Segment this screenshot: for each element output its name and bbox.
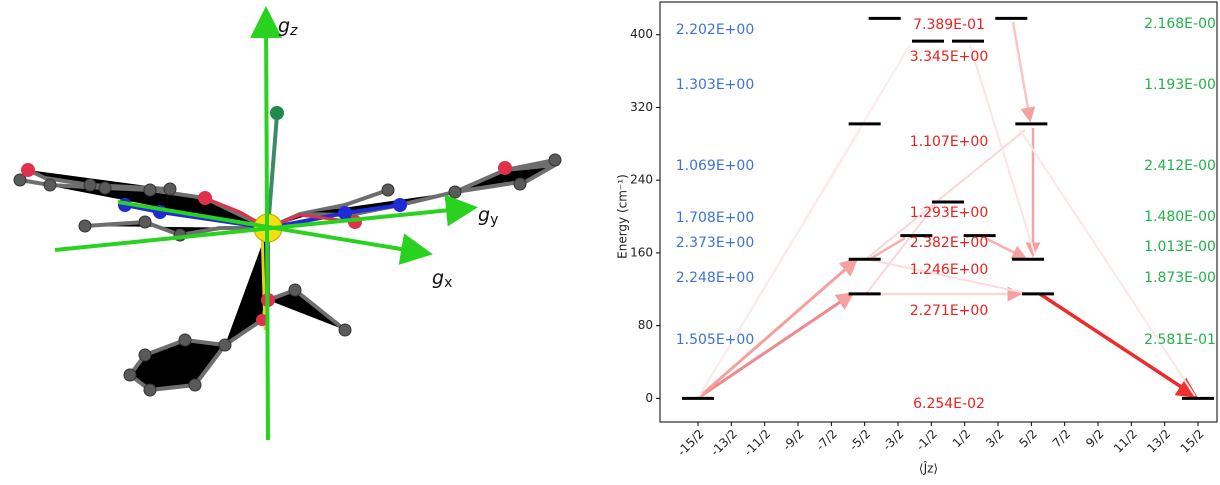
g-axes: [55, 14, 470, 440]
x-tick-label: 7/2: [1050, 427, 1074, 451]
annotation: 1.246E+00: [910, 262, 988, 278]
axis-subscript: x: [444, 275, 452, 291]
annotation: 2.581E-01: [1144, 332, 1216, 348]
y-tick-label: 80: [638, 318, 653, 332]
annotation: 1.873E-00: [1144, 270, 1216, 286]
x-tick-label: -7/2: [813, 427, 840, 454]
annotation: 1.708E+00: [676, 210, 754, 226]
annotation: 6.254E-02: [913, 396, 985, 412]
axis-label: gx: [432, 267, 452, 292]
x-tick-label: 1/2: [950, 427, 974, 451]
axis-symbol: g: [478, 204, 490, 226]
axis-symbol: g: [432, 267, 444, 289]
annotation: 1.107E+00: [910, 134, 988, 150]
y-tick-label: 0: [645, 391, 653, 405]
y-tick-label: 240: [630, 173, 653, 187]
x-tick-label: -11/2: [741, 427, 773, 459]
annotation: 1.013E-00: [1144, 239, 1216, 255]
x-tick-label: -1/2: [913, 427, 940, 454]
atoms: [14, 106, 561, 396]
bonds: [20, 115, 555, 390]
y-tick-label: 160: [630, 245, 653, 259]
x-tick-label: -13/2: [708, 427, 740, 459]
annotation: 1.505E+00: [676, 332, 754, 348]
annotation: 2.168E-00: [1144, 16, 1216, 32]
figure: gz gy gx 080160240320400-15/2-13/2-11/2-…: [0, 0, 1220, 481]
axis-label: gz: [278, 15, 298, 40]
axis-subscript: z: [289, 23, 298, 39]
axis-label: gy: [478, 204, 498, 229]
x-tick-label: -15/2: [675, 427, 707, 459]
x-tick-label: 3/2: [983, 427, 1007, 451]
axis-subscript: y: [490, 212, 498, 228]
annotation: 1.293E+00: [910, 205, 988, 221]
x-tick-label: 9/2: [1083, 427, 1107, 451]
annotation: 2.202E+00: [676, 22, 754, 38]
molecule: gz gy gx: [14, 14, 561, 440]
y-axis-label: Energy (cm⁻¹): [616, 174, 630, 259]
x-tick-label: 13/2: [1144, 427, 1173, 456]
x-tick-label: 5/2: [1016, 427, 1040, 451]
x-tick-label: -9/2: [780, 427, 807, 454]
annotation: 1.069E+00: [676, 158, 754, 174]
annotation: 1.193E-00: [1144, 77, 1216, 93]
annotation: 3.345E+00: [910, 49, 988, 65]
annotation: 7.389E-01: [913, 17, 985, 33]
annotation: 2.271E+00: [910, 303, 988, 319]
x-tick-label: -3/2: [880, 427, 907, 454]
annotation: 2.412E-00: [1144, 158, 1216, 174]
x-tick-label: 11/2: [1111, 427, 1140, 456]
x-axis-label: ⟨Ĵz⟩: [919, 462, 938, 476]
annotation: 1.303E+00: [676, 77, 754, 93]
annotation: 2.373E+00: [676, 235, 754, 251]
y-tick-label: 320: [630, 100, 653, 114]
annotation: 2.248E+00: [676, 270, 754, 286]
annotation: 1.480E-00: [1144, 209, 1216, 225]
x-tick-label: 15/2: [1178, 427, 1207, 456]
annotation: 2.382E+00: [910, 235, 988, 251]
y-tick-label: 400: [630, 27, 653, 41]
x-tick-label: -5/2: [847, 427, 874, 454]
axis-symbol: g: [278, 15, 290, 37]
